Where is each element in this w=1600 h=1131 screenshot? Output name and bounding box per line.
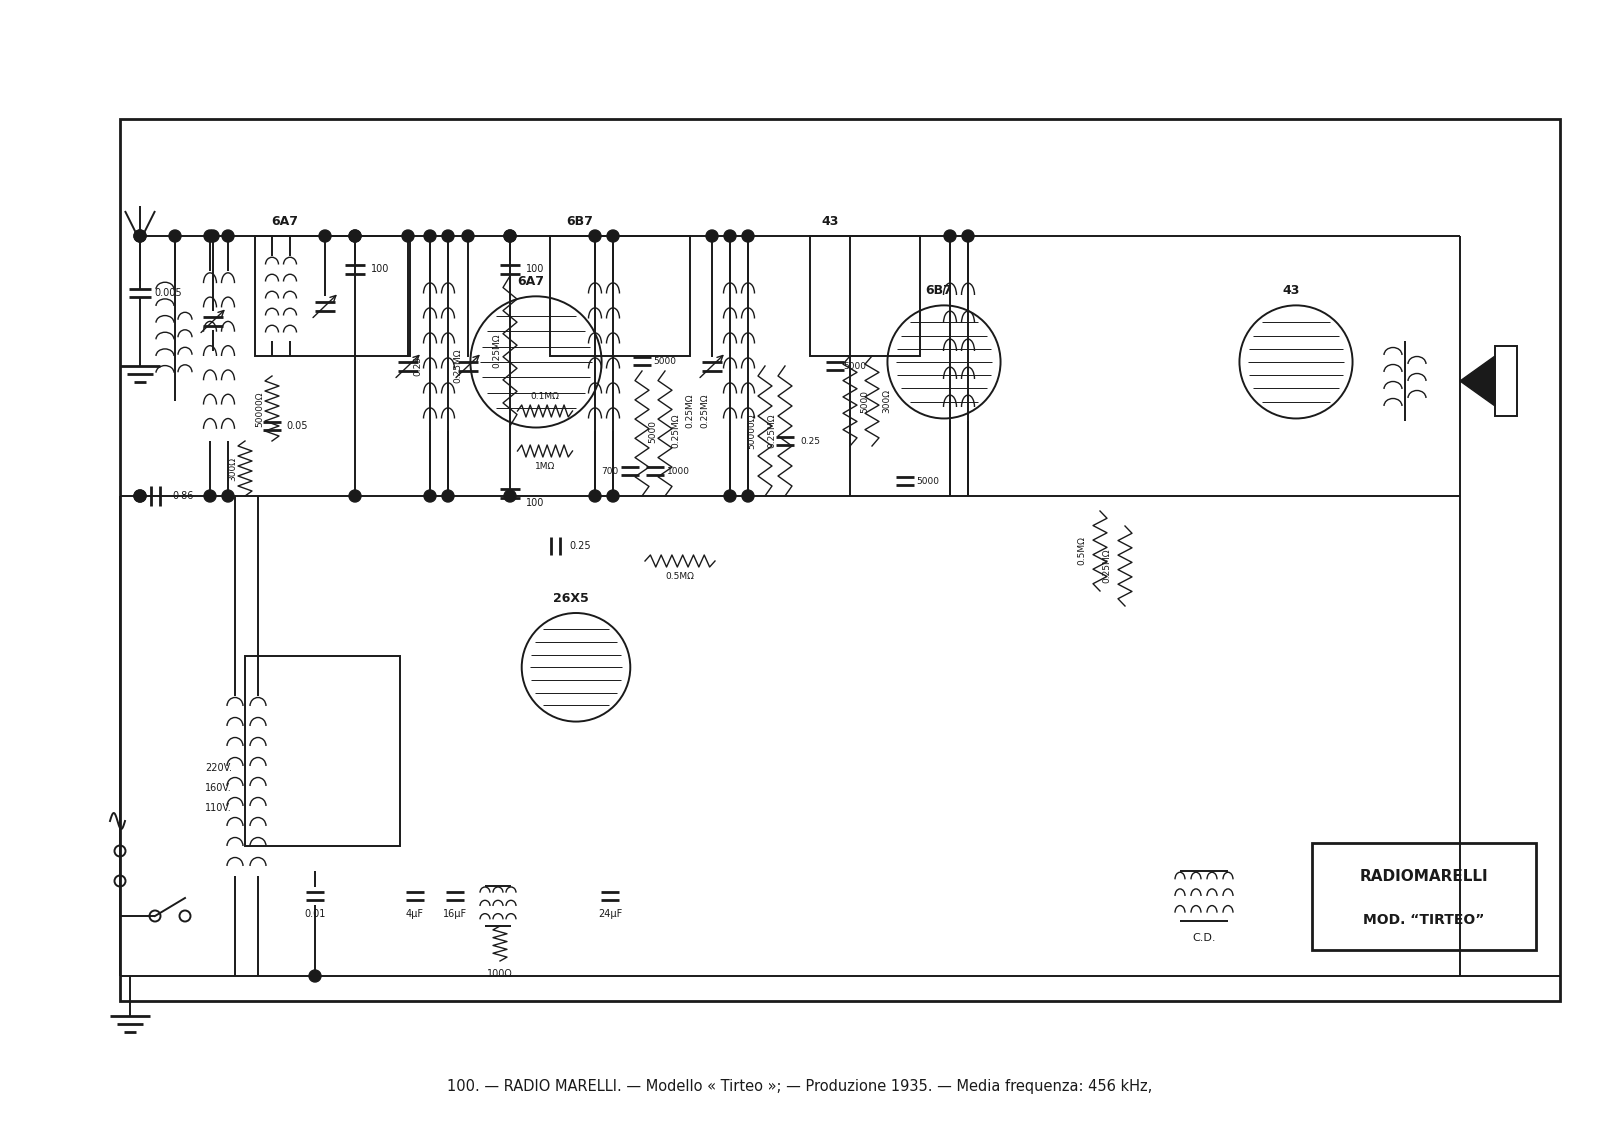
Text: 160V.: 160V. xyxy=(205,783,232,793)
Circle shape xyxy=(606,490,619,502)
Circle shape xyxy=(205,230,216,242)
Circle shape xyxy=(589,490,602,502)
Circle shape xyxy=(442,490,454,502)
Text: 0.25MΩ: 0.25MΩ xyxy=(768,414,776,448)
Text: 0.25: 0.25 xyxy=(413,356,422,375)
Text: 43: 43 xyxy=(1282,284,1299,296)
Bar xyxy=(1312,843,1536,950)
Circle shape xyxy=(402,230,414,242)
Polygon shape xyxy=(1461,356,1494,406)
Text: 0.25MΩ: 0.25MΩ xyxy=(453,348,462,383)
Circle shape xyxy=(462,230,474,242)
Text: 5000: 5000 xyxy=(861,389,869,413)
Text: 0.1MΩ: 0.1MΩ xyxy=(531,391,560,400)
Text: 0·86: 0·86 xyxy=(173,491,194,501)
Text: 300Ω: 300Ω xyxy=(229,457,237,481)
Text: 50000Ω: 50000Ω xyxy=(747,413,757,449)
Text: 0.25MΩ: 0.25MΩ xyxy=(701,394,709,429)
Circle shape xyxy=(706,230,718,242)
Bar xyxy=(1494,346,1517,416)
Text: 50000Ω: 50000Ω xyxy=(256,391,264,426)
Text: 1000: 1000 xyxy=(667,466,690,475)
Circle shape xyxy=(134,230,146,242)
Circle shape xyxy=(205,490,216,502)
Circle shape xyxy=(134,230,146,242)
Circle shape xyxy=(424,490,435,502)
Circle shape xyxy=(442,230,454,242)
Text: 5000: 5000 xyxy=(843,362,867,371)
Text: 6B7: 6B7 xyxy=(566,215,594,227)
Bar xyxy=(254,236,410,356)
Circle shape xyxy=(742,230,754,242)
Text: 300Ω: 300Ω xyxy=(883,389,891,413)
Circle shape xyxy=(962,230,974,242)
Text: 1MΩ: 1MΩ xyxy=(534,461,555,470)
Text: 0.5MΩ: 0.5MΩ xyxy=(1077,536,1086,566)
Circle shape xyxy=(134,490,146,502)
Circle shape xyxy=(134,490,146,502)
Bar xyxy=(245,656,400,846)
Text: 110V.: 110V. xyxy=(205,803,232,813)
Circle shape xyxy=(723,490,736,502)
Text: 100: 100 xyxy=(526,264,544,274)
Text: 100. — RADIO MARELLI. — Modello « Tirteo »; — Produzione 1935. — Media frequenza: 100. — RADIO MARELLI. — Modello « Tirteo… xyxy=(448,1079,1152,1094)
Text: 0.25MΩ: 0.25MΩ xyxy=(493,334,501,369)
Circle shape xyxy=(318,230,331,242)
Circle shape xyxy=(349,230,362,242)
Text: 0.01: 0.01 xyxy=(304,909,326,920)
Circle shape xyxy=(504,230,515,242)
Circle shape xyxy=(424,230,435,242)
Text: C.D.: C.D. xyxy=(1192,933,1216,943)
Text: 6A7: 6A7 xyxy=(517,275,544,287)
Text: 24μF: 24μF xyxy=(598,909,622,920)
Text: 100Ω: 100Ω xyxy=(486,969,514,979)
Circle shape xyxy=(222,230,234,242)
Text: 0.5MΩ: 0.5MΩ xyxy=(666,571,694,580)
Circle shape xyxy=(206,230,219,242)
Circle shape xyxy=(309,970,322,982)
Circle shape xyxy=(504,230,515,242)
Text: 5000: 5000 xyxy=(653,356,677,365)
Text: MOD. “TIRTEO”: MOD. “TIRTEO” xyxy=(1363,913,1485,927)
Text: 16μF: 16μF xyxy=(443,909,467,920)
Text: 5000: 5000 xyxy=(917,476,939,485)
Circle shape xyxy=(222,490,234,502)
Circle shape xyxy=(349,490,362,502)
Text: RADIOMARELLI: RADIOMARELLI xyxy=(1360,870,1488,884)
Bar xyxy=(550,236,690,356)
Text: 0.25MΩ: 0.25MΩ xyxy=(672,414,680,448)
Text: 0.005: 0.005 xyxy=(154,288,182,297)
Circle shape xyxy=(944,230,957,242)
Bar xyxy=(120,119,1560,1001)
Text: 700: 700 xyxy=(602,466,619,475)
Circle shape xyxy=(170,230,181,242)
Text: 6B7: 6B7 xyxy=(925,284,952,296)
Bar xyxy=(810,236,920,356)
Text: 0.25MΩ: 0.25MΩ xyxy=(1102,549,1112,584)
Text: 43: 43 xyxy=(821,215,838,227)
Text: 5000: 5000 xyxy=(648,420,658,442)
Text: 6A7: 6A7 xyxy=(272,215,299,227)
Text: 4μF: 4μF xyxy=(406,909,424,920)
Text: 0.05: 0.05 xyxy=(286,421,307,431)
Circle shape xyxy=(742,490,754,502)
Circle shape xyxy=(504,490,515,502)
Text: 26X5: 26X5 xyxy=(554,592,589,604)
Text: 220V.: 220V. xyxy=(205,763,232,772)
Circle shape xyxy=(606,230,619,242)
Text: 0.25: 0.25 xyxy=(570,541,590,551)
Circle shape xyxy=(723,230,736,242)
Text: 0.25: 0.25 xyxy=(800,437,819,446)
Text: 100: 100 xyxy=(371,264,389,274)
Text: 100: 100 xyxy=(526,498,544,508)
Text: 0.25MΩ: 0.25MΩ xyxy=(685,394,694,429)
Circle shape xyxy=(349,230,362,242)
Circle shape xyxy=(589,230,602,242)
